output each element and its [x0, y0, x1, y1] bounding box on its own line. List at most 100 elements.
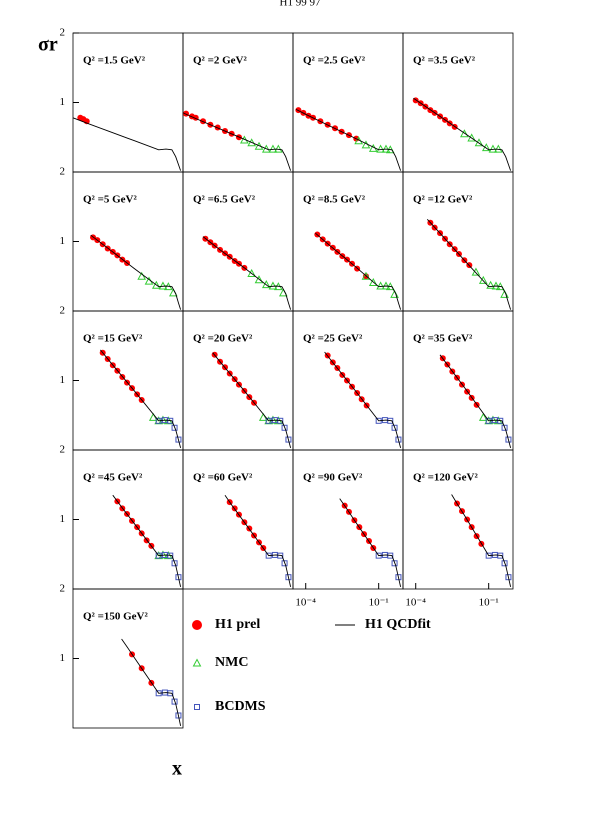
fit-line — [451, 494, 512, 587]
fit-line — [339, 498, 402, 587]
panel-title: Q² =5 GeV² — [83, 194, 138, 206]
y-tick-label: 2 — [60, 583, 66, 595]
fit-line — [100, 349, 182, 449]
data-point — [390, 289, 399, 298]
data-point — [151, 280, 161, 289]
data-point — [175, 712, 182, 719]
fit-line — [121, 638, 182, 726]
data-point — [376, 144, 385, 153]
legend-label: H1 QCDfit — [365, 617, 431, 632]
data-point — [247, 138, 257, 147]
data-point — [254, 275, 264, 284]
data-point — [500, 289, 509, 298]
data-point — [474, 138, 484, 147]
panel-title: Q² =2 GeV² — [193, 55, 248, 67]
data-point — [171, 698, 178, 705]
data-point — [277, 552, 284, 559]
data-point — [391, 560, 398, 567]
legend-swatch — [192, 620, 202, 630]
panel-frame — [402, 449, 514, 590]
x-tick-label: 10⁻⁴ — [405, 597, 426, 609]
fit-line — [202, 236, 292, 310]
data-point — [501, 560, 508, 567]
data-point — [505, 574, 512, 581]
panel-title: Q² =90 GeV² — [303, 472, 363, 484]
legend-swatch — [194, 704, 200, 710]
fit-line — [212, 352, 292, 449]
fit-line — [413, 97, 512, 171]
panel-title: Q² =1.5 GeV² — [83, 55, 146, 67]
data-point — [460, 129, 469, 138]
panel-title: Q² =20 GeV² — [193, 333, 253, 345]
y-tick-label: 2 — [60, 305, 66, 317]
legend-swatch — [192, 658, 202, 667]
y-tick-label: 1 — [60, 235, 66, 247]
data-point — [361, 271, 371, 280]
data-point — [167, 417, 174, 424]
panel-title: Q² =45 GeV² — [83, 472, 143, 484]
panel-title: Q² =8.5 GeV² — [303, 194, 366, 206]
data-point — [281, 424, 288, 431]
data-point — [478, 412, 488, 421]
data-point — [261, 280, 271, 289]
data-point — [387, 552, 394, 559]
data-point — [261, 144, 271, 153]
y-tick-label: 2 — [60, 27, 66, 39]
data-point — [171, 424, 178, 431]
fit-line — [90, 234, 182, 310]
panel-title: Q² =120 GeV² — [413, 472, 479, 484]
fit-line — [426, 218, 512, 310]
figure-title: H1 99 97 — [280, 0, 321, 9]
data-point — [381, 144, 391, 153]
data-point — [285, 436, 292, 443]
panel-title: Q² =150 GeV² — [83, 611, 149, 623]
y-axis-label: σr — [38, 34, 58, 56]
panel-title: Q² =35 GeV² — [413, 333, 473, 345]
panel-title: Q² =3.5 GeV² — [413, 55, 476, 67]
data-point — [501, 424, 508, 431]
y-tick-label: 2 — [60, 444, 66, 456]
data-point — [171, 560, 178, 567]
panel-title: Q² =2.5 GeV² — [303, 55, 366, 67]
legend-label: BCDMS — [215, 699, 266, 714]
x-tick-label: 10⁻¹ — [369, 597, 389, 609]
legend-label: H1 prel — [215, 617, 260, 632]
data-point — [281, 560, 288, 567]
fit-line — [72, 117, 182, 171]
data-point — [497, 417, 504, 424]
data-point — [258, 412, 268, 421]
data-point — [247, 268, 257, 277]
data-point — [395, 574, 402, 581]
fit-line — [224, 494, 292, 587]
data-point — [497, 552, 504, 559]
panel-title: Q² =12 GeV² — [413, 194, 473, 206]
data-point — [505, 436, 512, 443]
y-tick-label: 1 — [60, 513, 66, 525]
x-tick-label: 10⁻⁴ — [295, 597, 316, 609]
panel-title: Q² =6.5 GeV² — [193, 194, 256, 206]
panel-title: Q² =60 GeV² — [193, 472, 253, 484]
data-point — [175, 574, 182, 581]
panel-title: Q² =15 GeV² — [83, 333, 143, 345]
panel-title: Q² =25 GeV² — [303, 333, 363, 345]
y-tick-label: 1 — [60, 96, 66, 108]
fit-line — [439, 354, 512, 449]
data-point — [285, 574, 292, 581]
data-point — [368, 277, 378, 287]
data-point — [376, 281, 385, 290]
data-point — [486, 280, 495, 289]
y-tick-label: 1 — [60, 652, 66, 664]
legend-label: NMC — [215, 655, 248, 670]
fit-line — [295, 108, 402, 171]
data-point — [395, 436, 402, 443]
data-point — [137, 271, 147, 280]
y-tick-label: 2 — [60, 166, 66, 178]
data-point — [467, 133, 477, 142]
data-point — [167, 552, 174, 559]
fit-line — [112, 494, 182, 587]
data-point — [471, 267, 481, 276]
data-point — [175, 436, 182, 443]
data-point — [387, 417, 394, 424]
data-point — [478, 275, 488, 284]
